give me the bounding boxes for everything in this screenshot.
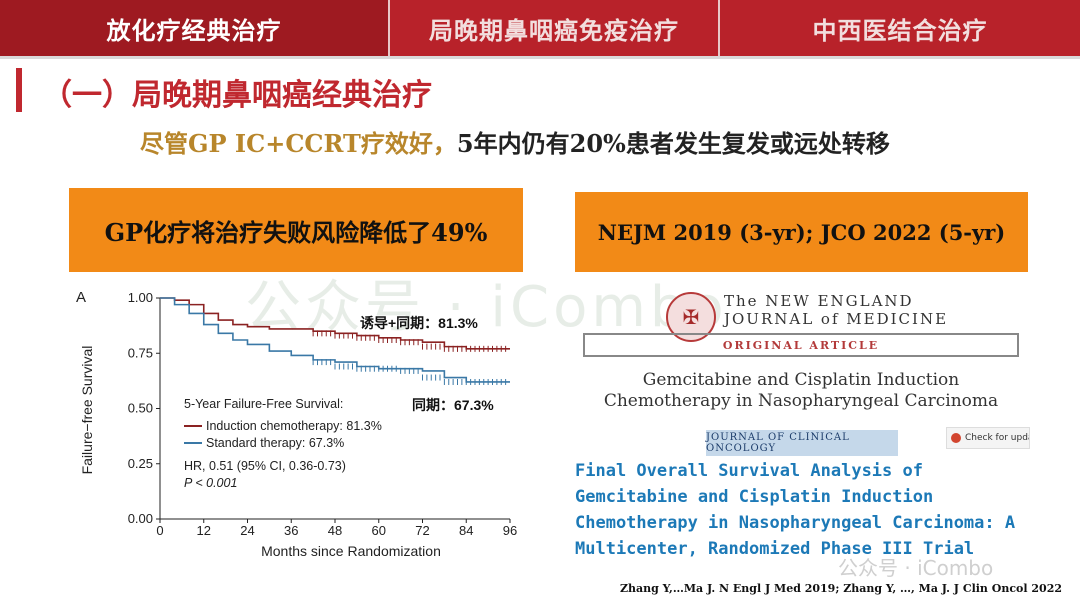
induction-curve [160,297,510,350]
left-banner: GP化疗将治疗失败风险降低了49% [69,188,523,272]
x-tick-label: 0 [156,523,163,538]
tab-divider [0,56,1080,59]
footer-watermark: 公众号 · iCombo [838,556,994,580]
subtitle-rest: 5年内仍有20%患者发生复发或远处转移 [456,129,890,158]
annotation-induction: 诱导+同期：81.3% [360,315,478,331]
survival-chart: A 0 12 24 36 48 60 72 84 960.000.250.500.751.00 … [76,289,517,559]
nejm-title-line2: Chemotherapy in Nasopharyngeal Carcinoma [603,391,999,411]
check-updates-icon [951,433,961,443]
x-tick-label: 60 [372,523,386,538]
nejm-title-line1: Gemcitabine and Cisplatin Induction [642,370,960,390]
y-tick-label: 0.00 [128,511,153,526]
y-tick-label: 0.75 [128,345,153,360]
y-tick-label: 0.50 [128,401,153,416]
tab-immunotherapy[interactable]: 局晚期鼻咽癌免疫治疗 [390,0,720,56]
jco-title-line: Multicenter, Randomized Phase III Trial [575,539,975,559]
y-axis-label: Failure−free Survival [79,346,95,475]
subtitle-highlight: 尽管GP IC+CCRT疗效好， [140,129,457,158]
y-tick-label: 1.00 [128,290,153,305]
x-tick-label: 84 [459,523,473,538]
x-tick-label: 48 [328,523,342,538]
nejm-name-line2: JOURNAL of MEDICINE [724,310,949,328]
tab-integrated-medicine[interactable]: 中西医结合治疗 [812,16,988,45]
x-tick-label: 12 [197,523,211,538]
check-for-updates-button[interactable]: Check for upda [946,427,1030,449]
jco-title-line: Final Overall Survival Analysis of [575,461,923,481]
x-tick-label: 24 [240,523,254,538]
x-axis-label: Months since Randomization [261,543,441,559]
jco-title-line: Gemcitabine and Cisplatin Induction [575,487,934,507]
legend-induction: Induction chemotherapy: 81.3% [206,419,382,433]
annotation-standard: 同期：67.3% [412,397,494,413]
jco-title-line: Chemotherapy in Nasopharyngeal Carcinoma… [575,513,1016,533]
nejm-masthead: The NEW ENGLAND JOURNAL of MEDICINE [724,292,948,328]
tab-bar: 放化疗经典治疗 局晚期鼻咽癌免疫治疗 中西医结合治疗 [0,0,1080,56]
check-updates-label: Check for upda [965,433,1030,443]
tab-chemoradiotherapy[interactable]: 放化疗经典治疗 [0,0,390,56]
x-tick-label: 72 [415,523,429,538]
jco-journal-tag: JOURNAL OF CLINICAL ONCOLOGY [706,430,898,456]
citation: Zhang Y,…Ma J. N Engl J Med 2019; Zhang … [619,582,1062,595]
p-value: P < 0.001 [184,476,237,490]
x-tick-label: 36 [284,523,298,538]
y-tick-label: 0.25 [128,456,153,471]
x-tick-label: 96 [503,523,517,538]
nejm-article-title: Gemcitabine and Cisplatin Induction Chem… [578,370,1024,412]
hr-text: HR, 0.51 (95% CI, 0.36-0.73) [184,459,346,473]
watermark: 公众号 · iCombo [245,275,728,340]
standard-curve [160,297,510,383]
section-marker [16,68,22,112]
original-article-label: ORIGINAL ARTICLE [583,333,1019,357]
subtitle: 尽管GP IC+CCRT疗效好，5年内仍有20%患者发生复发或远处转移 [140,124,890,159]
jco-article-title: Final Overall Survival Analysis of Gemci… [575,458,1045,562]
right-banner: NEJM 2019 (3-yr); JCO 2022 (5-yr) [575,192,1028,272]
nejm-name-line1: The NEW ENGLAND [724,292,914,310]
section-title: （一）局晚期鼻咽癌经典治疗 [42,78,432,113]
legend-title: 5-Year Failure-Free Survival: [184,397,343,411]
panel-label: A [76,289,86,306]
legend-standard: Standard therapy: 67.3% [206,436,344,450]
